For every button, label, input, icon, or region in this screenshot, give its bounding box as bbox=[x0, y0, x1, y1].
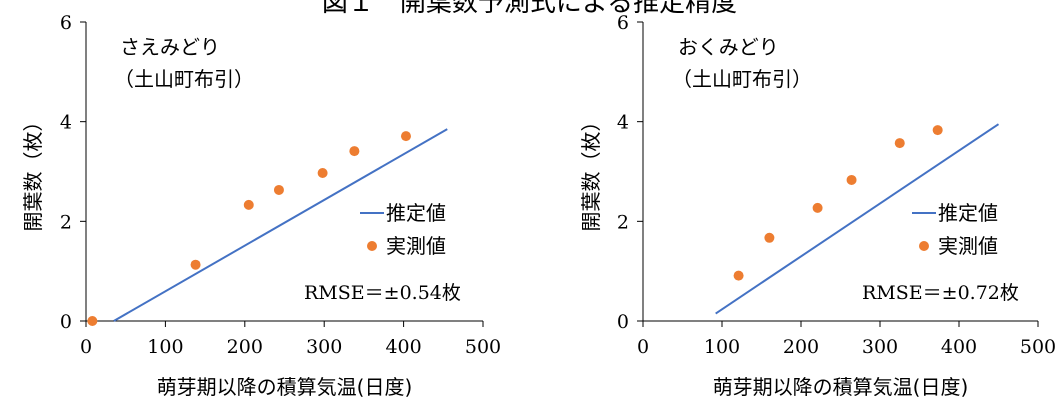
measured-point bbox=[733, 270, 744, 281]
estimated-line bbox=[113, 128, 448, 322]
x-tick-label: 100 bbox=[147, 336, 183, 358]
x-axis-label: 萌芽期以降の積算気温(日度) bbox=[713, 375, 969, 399]
measured-point bbox=[317, 167, 328, 178]
rmse-annotation: RMSE＝±0.72枚 bbox=[862, 282, 1019, 304]
chart-panel-left: 0 2 4 6 0 100 200 300 400 500 萌芽期以降の積算気温(日度) 開葉数（枚）… bbox=[21, 12, 500, 399]
x-tick-label: 0 bbox=[637, 336, 649, 358]
figure-title: 図１ 開葉数予測式による推定精度 bbox=[321, 0, 738, 18]
x-tick-label: 400 bbox=[941, 336, 977, 358]
cultivar-label: さえみどり bbox=[120, 35, 220, 59]
y-tick-label: 2 bbox=[617, 211, 629, 233]
legend-swatch-measured bbox=[919, 241, 929, 251]
y-tick-label: 6 bbox=[60, 12, 72, 34]
chart-panel-right: 0 2 4 6 0 100 200 300 400 500 萌芽期以降の積算気温(日度) 開葉数（枚）… bbox=[579, 12, 1056, 399]
measured-point bbox=[243, 199, 254, 210]
measured-point bbox=[932, 125, 943, 136]
y-tick-label: 6 bbox=[617, 12, 629, 34]
x-axis-label: 萌芽期以降の積算気温(日度) bbox=[157, 375, 413, 399]
cultivar-label: おくみどり bbox=[678, 35, 779, 59]
x-tick-label: 300 bbox=[862, 336, 898, 358]
rmse-annotation: RMSE＝±0.54枚 bbox=[304, 282, 461, 304]
y-tick-label: 4 bbox=[60, 112, 72, 134]
measured-point bbox=[273, 184, 284, 195]
measured-point bbox=[87, 316, 98, 326]
measured-point bbox=[764, 232, 775, 243]
measured-point bbox=[894, 138, 905, 149]
y-tick-label: 0 bbox=[617, 311, 629, 333]
y-axis-label: 開葉数（枚） bbox=[21, 112, 45, 232]
legend-label-estimated: 推定値 bbox=[938, 201, 998, 225]
location-label: （土山町布引） bbox=[114, 67, 254, 91]
x-tick-label: 500 bbox=[465, 336, 500, 358]
y-tick-label: 2 bbox=[60, 211, 72, 233]
y-tick-label: 0 bbox=[60, 311, 72, 333]
measured-point bbox=[400, 131, 411, 142]
x-tick-label: 400 bbox=[385, 336, 421, 358]
x-tick-label: 300 bbox=[306, 336, 342, 358]
location-label: （土山町布引） bbox=[672, 67, 812, 91]
measured-point bbox=[190, 259, 201, 270]
x-tick-label: 200 bbox=[227, 336, 263, 358]
estimated-line bbox=[715, 123, 1000, 315]
measured-point bbox=[812, 202, 823, 213]
x-tick-label: 200 bbox=[783, 336, 819, 358]
measured-point bbox=[846, 174, 857, 185]
measured-point bbox=[349, 146, 360, 157]
legend-label-measured: 実測値 bbox=[386, 234, 446, 258]
legend-label-estimated: 推定値 bbox=[386, 201, 446, 225]
legend-swatch-measured bbox=[367, 241, 377, 251]
x-tick-label: 0 bbox=[80, 336, 92, 358]
x-tick-label: 100 bbox=[704, 336, 740, 358]
legend-label-measured: 実測値 bbox=[938, 234, 998, 258]
x-tick-label: 500 bbox=[1020, 336, 1056, 358]
y-axis-label: 開葉数（枚） bbox=[579, 112, 603, 232]
y-tick-label: 4 bbox=[617, 112, 629, 134]
